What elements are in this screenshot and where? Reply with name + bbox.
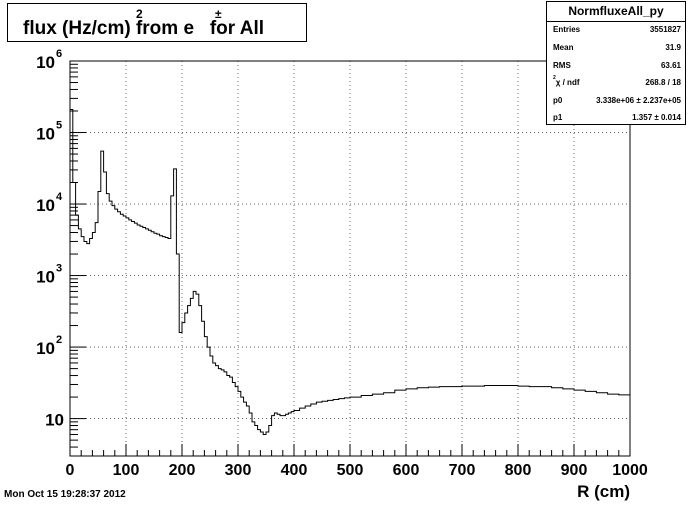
stats-value: 63.61 xyxy=(660,61,681,70)
stats-row-chi2: 2χ / ndf 268.8 / 18 xyxy=(553,75,681,91)
x-tick-label: 0 xyxy=(66,462,75,479)
stats-value: 1.357 ± 0.014 xyxy=(632,113,681,122)
chi2-label: χ / ndf xyxy=(555,78,580,87)
x-tick-label: 300 xyxy=(225,462,252,479)
stats-row-entries: Entries 3551827 xyxy=(553,23,681,37)
stats-key: 2χ / ndf xyxy=(553,75,580,91)
stats-value: 31.9 xyxy=(665,43,681,52)
y-tick-exponent: 4 xyxy=(56,191,63,203)
stats-value: 3551827 xyxy=(649,25,681,34)
y-tick-label: 10 xyxy=(36,53,55,72)
y-tick-label: 10 xyxy=(45,411,64,430)
stats-row-rms: RMS 63.61 xyxy=(553,59,681,73)
chart-title-unit-superscript: 2 xyxy=(136,7,143,21)
x-tick-label: 800 xyxy=(505,462,532,479)
stats-key: RMS xyxy=(553,61,571,70)
stats-value: 268.8 / 18 xyxy=(645,78,681,87)
chi2-superscript: 2 xyxy=(553,75,556,81)
stats-row-mean: Mean 31.9 xyxy=(553,41,681,55)
x-tick-label: 100 xyxy=(113,462,140,479)
y-tick-label: 10 xyxy=(36,268,55,287)
x-tick-label: 1000 xyxy=(612,462,648,479)
chart-title-particle-superscript: ± xyxy=(215,7,222,21)
x-axis-tick-labels: 0 100 200 300 400 500 600 700 800 900 1000 xyxy=(66,462,648,479)
stats-key: p1 xyxy=(553,113,563,122)
x-tick-label: 500 xyxy=(337,462,364,479)
y-tick-exponent: 6 xyxy=(56,48,62,60)
stats-key: p0 xyxy=(553,96,563,105)
x-tick-label: 900 xyxy=(561,462,588,479)
y-tick-exponent: 3 xyxy=(56,263,62,275)
stats-row-p1: p1 1.357 ± 0.014 xyxy=(553,111,681,125)
y-tick-label: 10 xyxy=(36,339,55,358)
chart-title: flux (Hz/cm) from e for All xyxy=(23,18,265,39)
y-tick-exponent: 5 xyxy=(56,120,62,132)
stats-key: Mean xyxy=(553,43,574,52)
stats-histogram-name: NormfluxeAll_py xyxy=(547,2,685,22)
y-tick-label: 10 xyxy=(36,196,55,215)
x-axis-title: R (cm) xyxy=(577,482,630,501)
stats-row-p0: p0 3.338e+06 ± 2.237e+05 xyxy=(553,94,681,108)
stats-value: 3.338e+06 ± 2.237e+05 xyxy=(596,96,681,105)
plot-frame xyxy=(69,60,631,457)
x-tick-label: 700 xyxy=(449,462,476,479)
y-tick-label: 10 xyxy=(36,125,55,144)
x-tick-label: 200 xyxy=(169,462,196,479)
chart-title-box: flux (Hz/cm) from e for All 2 ± xyxy=(7,3,307,42)
histogram-series-line xyxy=(70,108,631,435)
stats-key: Entries xyxy=(553,25,581,34)
y-tick-exponent: 2 xyxy=(56,334,62,346)
stats-box: NormfluxeAll_py Entries 3551827 Mean 31.… xyxy=(546,1,686,125)
x-tick-label: 400 xyxy=(281,462,308,479)
date-stamp: Mon Oct 15 19:28:37 2012 xyxy=(4,489,126,500)
x-tick-label: 600 xyxy=(393,462,420,479)
